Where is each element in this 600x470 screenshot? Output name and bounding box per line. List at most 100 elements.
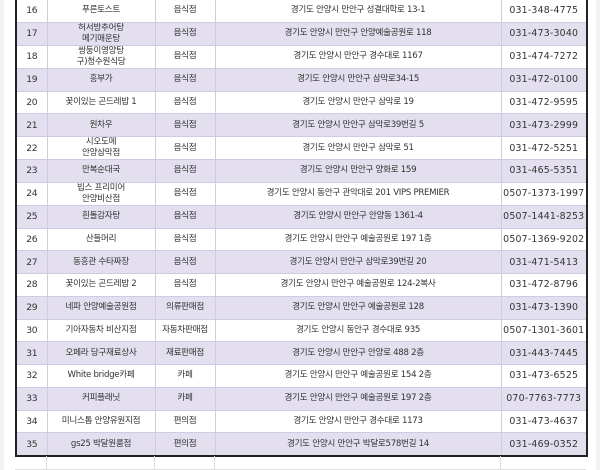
store-address: 경기도 안양시 만안구 예술공원로 197 2층	[214, 386, 502, 411]
store-name: 만복순대국	[46, 159, 156, 183]
store-name: 쌍둥이영양탕 구)청수원식당	[46, 44, 156, 69]
store-type: 편의점	[154, 409, 216, 434]
store-type: 카페	[154, 386, 216, 411]
table-row: 29 네파 안양예술공원점 의류판매점 경기도 안양시 만안구 예술공원로 128 03…	[15, 295, 588, 320]
store-type: 자동차판매점	[154, 318, 216, 343]
row-number: 21	[15, 113, 48, 137]
row-number: 31	[15, 341, 48, 365]
row-number: 23	[15, 159, 48, 183]
store-name: 동흥관 수타짜장	[46, 250, 156, 274]
row-number: 17	[15, 21, 48, 46]
store-type: 재료판매점	[154, 341, 216, 365]
store-name: 흥부가	[46, 67, 156, 92]
store-address: 경기도 안양시 동안구 관악대로 201 VIPS PREMIER	[214, 181, 502, 206]
row-number: 35	[15, 432, 48, 457]
store-name-line: 산들머리	[85, 233, 117, 244]
row-number: 34	[15, 409, 48, 434]
store-phone: 0507-1373-1997	[500, 181, 588, 206]
store-type: 음식점	[154, 90, 216, 115]
store-address: 경기도 안양시 동안구 경수대로 935	[214, 318, 502, 343]
table-row: 27 동흥관 수타짜장 음식점 경기도 안양시 만안구 삼막로39번길 20 031-4…	[15, 250, 588, 274]
store-name: 빕스 프리미어 안양비산점	[46, 181, 156, 206]
store-name-line: White bridge카페	[67, 370, 135, 381]
row-number: 33	[15, 386, 48, 411]
store-address: 경기도 안양시 만안구 삼막로39번길 20	[214, 250, 502, 274]
store-table: 16 푸른토스트 음식점 경기도 안양시 만안구 성결대학로 13-1 031-348-…	[15, 0, 588, 457]
store-name-line: 쌍둥이영양탕	[78, 45, 124, 56]
store-name: 꽃이있는 곤드레밥 1	[46, 90, 156, 115]
table-row: 21 원차우 음식점 경기도 안양시 만안구 삼막로39번길 5 031-473-299…	[15, 113, 588, 137]
row-number: 24	[15, 181, 48, 206]
store-name-line: 안양비산점	[81, 193, 121, 204]
store-name-line: 원차우	[89, 119, 113, 130]
store-name: 기아자동차 비산지점	[46, 318, 156, 343]
store-address: 경기도 안양시 만안구 삼막로 19	[214, 90, 502, 115]
store-name: 오페라 당구재료상사	[46, 341, 156, 365]
table-row: 30 기아자동차 비산지점 자동차판매점 경기도 안양시 동안구 경수대로 935 05…	[15, 318, 588, 343]
store-name-line: 푸른토스트	[81, 5, 121, 16]
store-phone: 031-473-1390	[500, 295, 588, 320]
table-row: 25 흰돌감자탕 음식점 경기도 안양시 만안구 안양동 1361-4 0507-144…	[15, 204, 588, 229]
store-phone: 031-473-2999	[500, 113, 588, 137]
store-name-line: 구)청수원식당	[76, 56, 126, 67]
store-name: 산들머리	[46, 227, 156, 252]
table-row: 23 만복순대국 음식점 경기도 안양시 만안구 양화로 159 031-465-535…	[15, 159, 588, 183]
store-type: 음식점	[154, 181, 216, 206]
store-name-line: 네파 안양예술공원점	[65, 302, 137, 313]
row-number: 29	[15, 295, 48, 320]
store-type: 음식점	[154, 21, 216, 46]
store-address: 경기도 안양시 만안구 예술공원로 154 2층	[214, 364, 502, 388]
table-row: 31 오페라 당구재료상사 재료판매점 경기도 안양시 만안구 안양로 488 2층 0…	[15, 341, 588, 365]
store-name-line: 흥부가	[89, 74, 113, 85]
store-name-line: 흰돌감자탕	[81, 211, 121, 222]
store-name: 꽃이있는 곤드레밥 2	[46, 273, 156, 297]
row-number: 19	[15, 67, 48, 92]
store-address: 경기도 안양시 만안구 안양동 1361-4	[214, 204, 502, 229]
store-name: White bridge카페	[46, 364, 156, 388]
store-phone: 031-472-0100	[500, 67, 588, 92]
store-name-line: 오페라 당구재료상사	[65, 347, 137, 358]
store-phone: 031-472-8796	[500, 273, 588, 297]
table-row: 18 쌍둥이영양탕 구)청수원식당 음식점 경기도 안양시 만안구 경수대로 1167 0…	[15, 44, 588, 69]
store-address: 경기도 안양시 만안구 예술공원로 197 1층	[214, 227, 502, 252]
store-name-line: 꽃이있는 곤드레밥 1	[65, 96, 137, 107]
store-phone: 031-474-7272	[500, 44, 588, 69]
store-name-line: 커피플래닛	[81, 393, 121, 404]
row-number: 18	[15, 44, 48, 69]
store-phone: 031-473-6525	[500, 364, 588, 388]
row-number: 27	[15, 250, 48, 274]
store-phone: 0507-1441-8253	[500, 204, 588, 229]
store-phone: 031-473-4637	[500, 409, 588, 434]
row-number: 22	[15, 136, 48, 160]
store-address: 경기도 안양시 만안구 삼막로34-15	[214, 67, 502, 92]
table-row: 20 꽃이있는 곤드레밥 1 음식점 경기도 안양시 만안구 삼막로 19 031-47…	[15, 90, 588, 115]
store-phone: 070-7763-7773	[500, 386, 588, 411]
empty-row	[15, 456, 586, 470]
table-row: 24 빕스 프리미어 안양비산점 음식점 경기도 안양시 동안구 관악대로 201 VI…	[15, 181, 588, 206]
store-name: 미니스톱 안양유원지점	[46, 409, 156, 434]
row-number: 30	[15, 318, 48, 343]
store-phone: 031-465-5351	[500, 159, 588, 183]
store-name-line: gs25 박달원룸점	[70, 438, 132, 449]
store-phone: 031-471-5413	[500, 250, 588, 274]
store-name: 네파 안양예술공원점	[46, 295, 156, 320]
store-type: 음식점	[154, 44, 216, 69]
table-row: 33 커피플래닛 카페 경기도 안양시 만안구 예술공원로 197 2층 070-776…	[15, 386, 588, 411]
store-name: 커피플래닛	[46, 386, 156, 411]
store-type: 카페	[154, 364, 216, 388]
store-address: 경기도 안양시 만안구 성결대학로 13-1	[214, 0, 502, 23]
table-row: 19 흥부가 음식점 경기도 안양시 만안구 삼막로34-15 031-472-0100	[15, 67, 588, 92]
table-row: 34 미니스톱 안양유원지점 편의점 경기도 안양시 만안구 경수대로 1173 031…	[15, 409, 588, 434]
table-row: 16 푸른토스트 음식점 경기도 안양시 만안구 성결대학로 13-1 031-348-…	[15, 0, 588, 23]
store-address: 경기도 안양시 만안구 안양로 488 2층	[214, 341, 502, 365]
store-type: 편의점	[154, 432, 216, 457]
store-name: gs25 박달원룸점	[46, 432, 156, 457]
store-address: 경기도 안양시 만안구 양화로 159	[214, 159, 502, 183]
store-type: 음식점	[154, 273, 216, 297]
store-type: 음식점	[154, 136, 216, 160]
table-row: 26 산들머리 음식점 경기도 안양시 만안구 예술공원로 197 1층 0507-13…	[15, 227, 588, 252]
store-phone: 031-473-3040	[500, 21, 588, 46]
store-name-line: 안양삼막점	[81, 148, 121, 158]
row-number: 25	[15, 204, 48, 229]
store-name-line: 동흥관 수타짜장	[73, 256, 129, 267]
